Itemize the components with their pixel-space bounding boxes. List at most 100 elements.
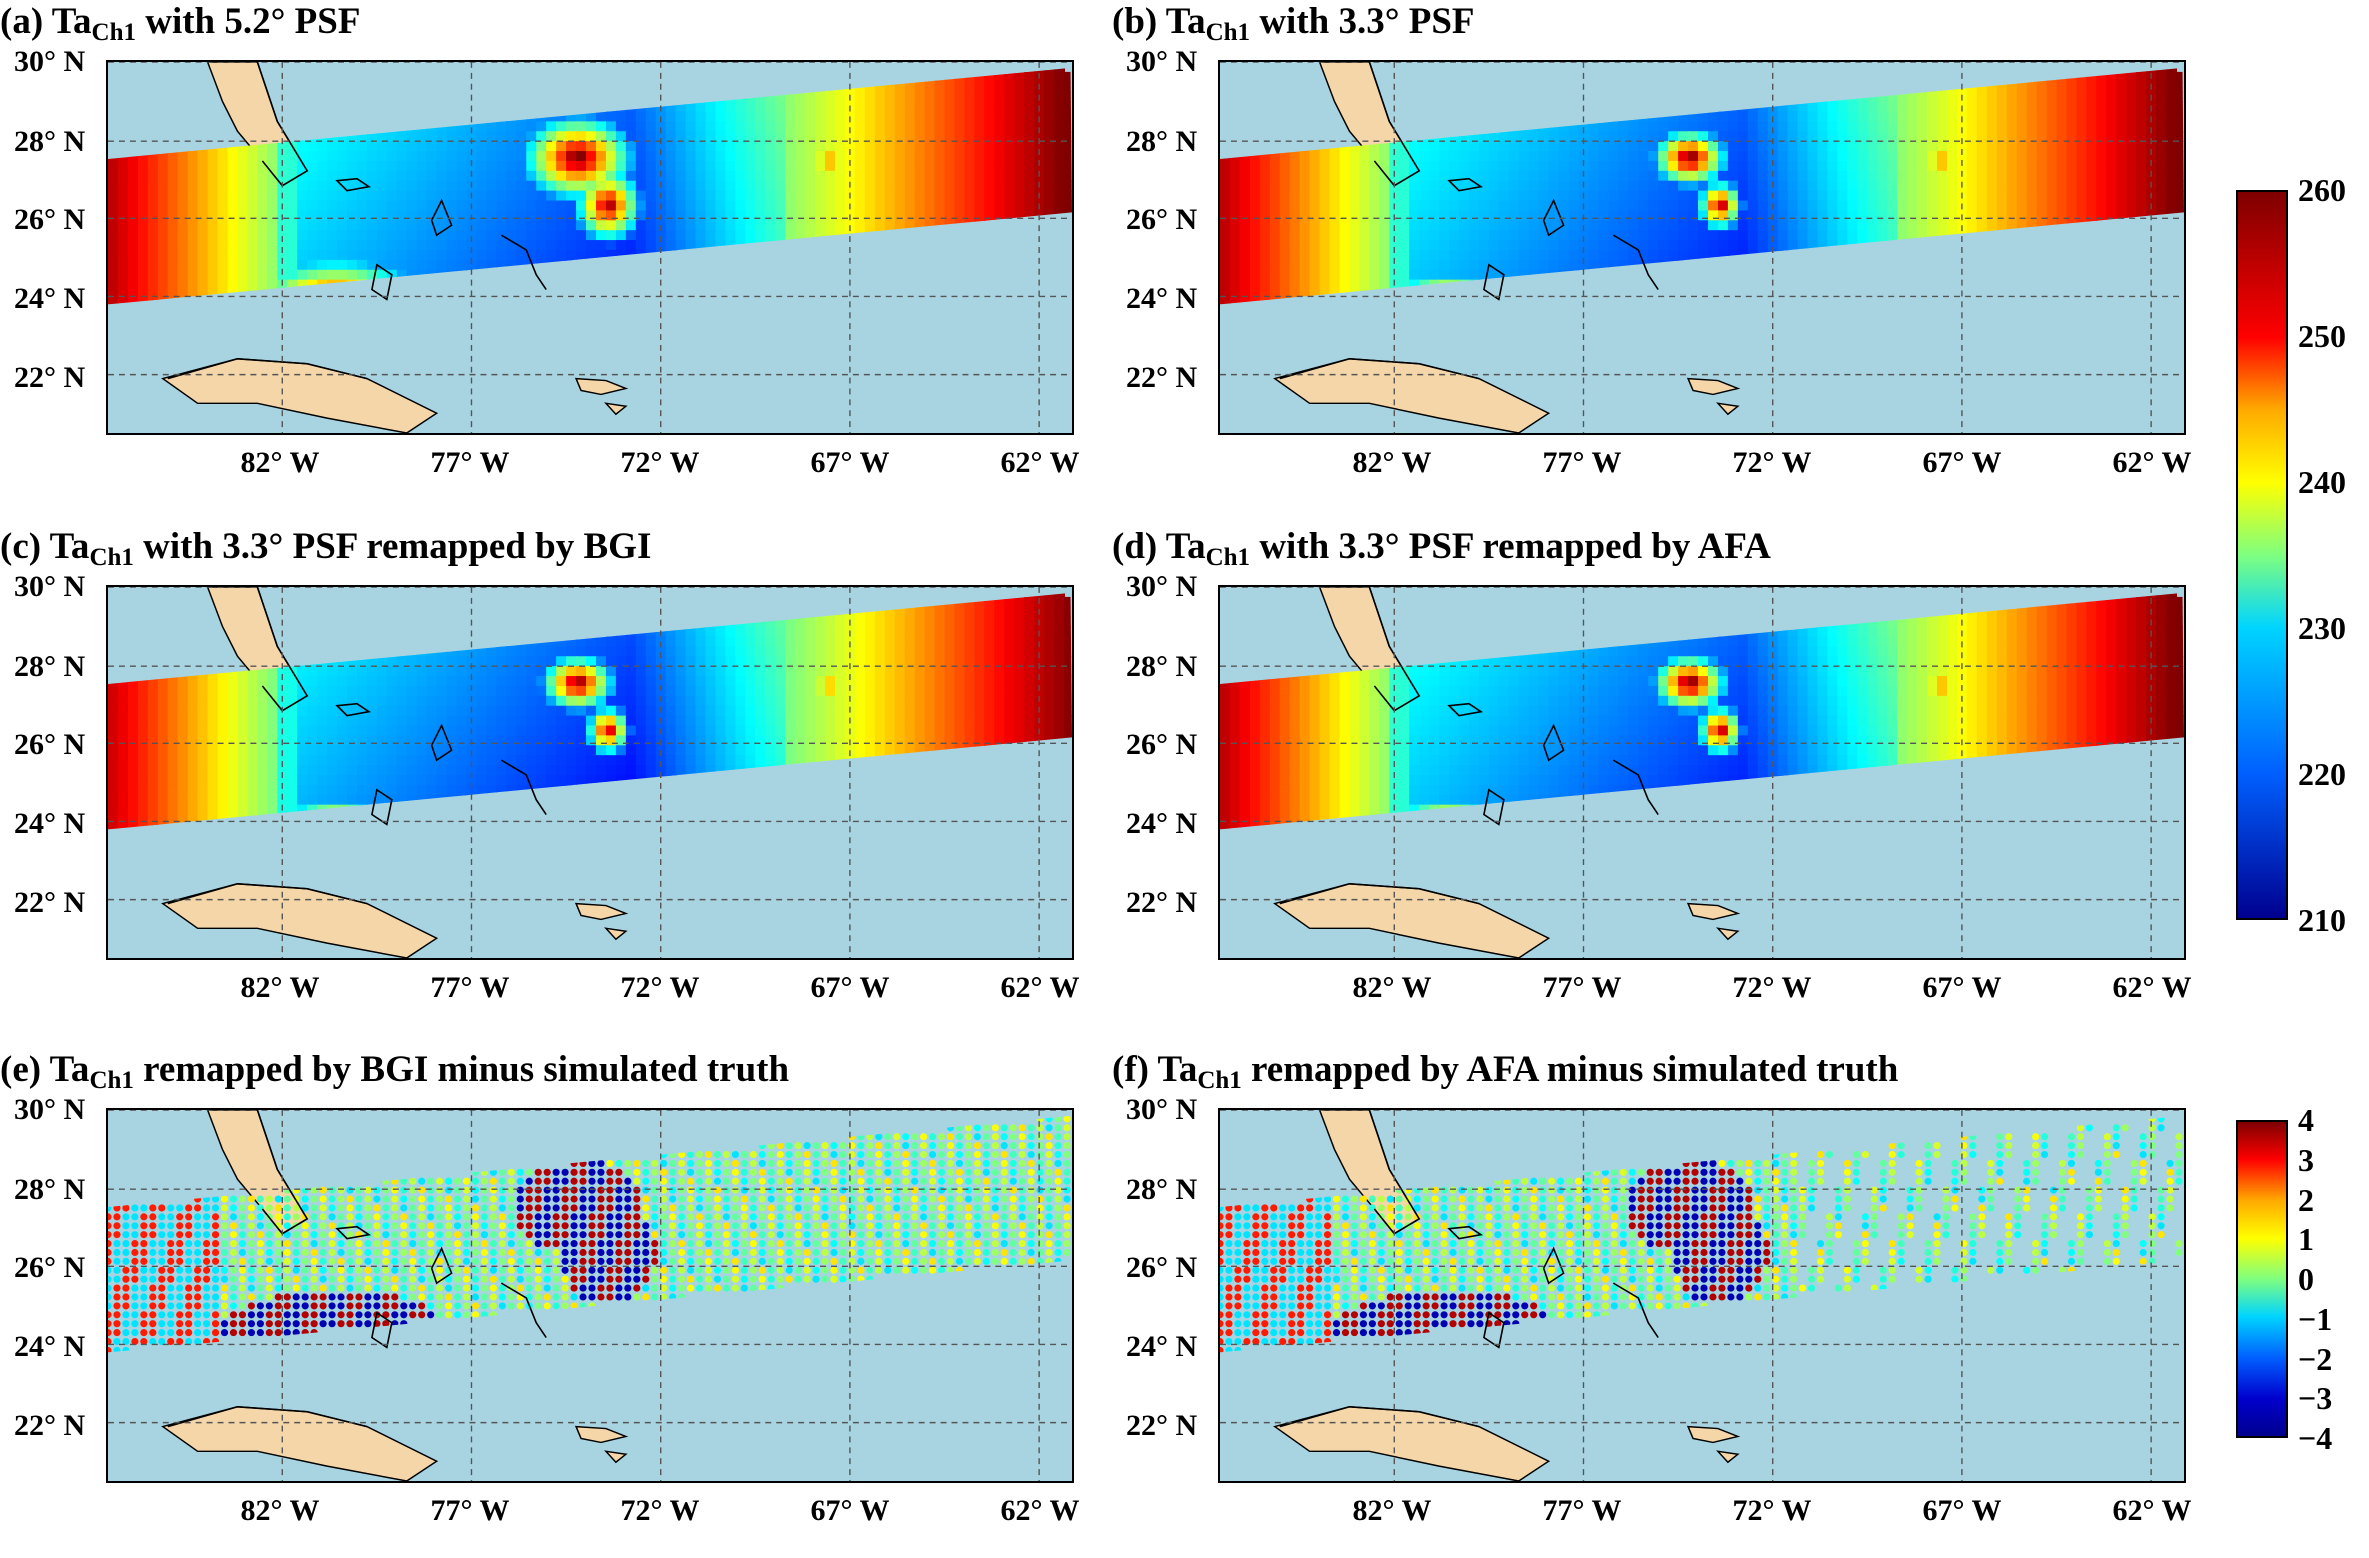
y-tick-label: 24° N (1126, 809, 1197, 839)
x-tick-label: 77° W (431, 973, 510, 1003)
colorbar-tick-label: 260 (2298, 174, 2346, 206)
panel-title-prefix: (a) Ta (0, 1, 92, 42)
map-plot (1218, 585, 2186, 960)
x-tick-label: 77° W (431, 448, 510, 478)
x-tick-label: 62° W (1001, 1496, 1080, 1526)
x-tick-label: 67° W (1923, 973, 2002, 1003)
colorbar-tick-label: −1 (2298, 1303, 2332, 1335)
y-tick-label: 28° N (1126, 652, 1197, 682)
x-tick-label: 82° W (241, 448, 320, 478)
colorbar-tick-label: −2 (2298, 1343, 2332, 1375)
y-tick-label: 22° N (14, 363, 85, 393)
x-tick-label: 67° W (1923, 448, 2002, 478)
panel-title: (e) TaCh1 remapped by BGI minus simulate… (0, 1048, 789, 1103)
x-tick-label: 77° W (1543, 973, 1622, 1003)
x-tick-label: 62° W (2113, 448, 2192, 478)
panel-title-subscript: Ch1 (1197, 1067, 1241, 1094)
x-tick-label: 72° W (621, 973, 700, 1003)
panel-title-prefix: (b) Ta (1112, 1, 1206, 42)
x-tick-label: 77° W (1543, 448, 1622, 478)
panel-title-suffix: with 5.2° PSF (136, 1, 360, 42)
x-tick-label: 62° W (2113, 1496, 2192, 1526)
panel-e: (e) TaCh1 remapped by BGI minus simulate… (0, 1048, 1110, 1558)
panel-f: (f) TaCh1 remapped by AFA minus simulate… (1112, 1048, 2222, 1558)
panel-title-suffix: remapped by AFA minus simulated truth (1242, 1049, 1899, 1090)
colorbar-tick-label: 240 (2298, 466, 2346, 498)
colorbar-tick-label: 230 (2298, 612, 2346, 644)
y-tick-label: 30° N (14, 572, 85, 602)
map-plot (106, 1108, 1074, 1483)
map-svg (108, 587, 1072, 958)
y-tick-label: 24° N (1126, 1332, 1197, 1362)
x-tick-label: 62° W (1001, 973, 1080, 1003)
map-svg (1220, 1110, 2184, 1481)
panel-title-prefix: (e) Ta (0, 1049, 89, 1090)
panel-title: (d) TaCh1 with 3.3° PSF remapped by AFA (1112, 525, 1771, 580)
x-tick-label: 62° W (1001, 448, 1080, 478)
x-tick-label: 77° W (1543, 1496, 1622, 1526)
panel-title-subscript: Ch1 (1206, 544, 1250, 571)
colorbar-tick-label: 250 (2298, 320, 2346, 352)
y-tick-label: 22° N (14, 888, 85, 918)
colorbar-tick-label: 3 (2298, 1144, 2314, 1176)
map-svg (1220, 587, 2184, 958)
panel-title-suffix: with 3.3° PSF remapped by BGI (134, 526, 651, 567)
y-tick-label: 24° N (14, 284, 85, 314)
x-tick-label: 82° W (1353, 973, 1432, 1003)
panel-title-subscript: Ch1 (89, 544, 133, 571)
y-tick-label: 30° N (1126, 572, 1197, 602)
map-plot (1218, 60, 2186, 435)
y-tick-label: 26° N (14, 730, 85, 760)
colorbar-tick-label: 1 (2298, 1223, 2314, 1255)
y-tick-label: 30° N (14, 1095, 85, 1125)
x-tick-label: 82° W (241, 1496, 320, 1526)
y-tick-label: 22° N (14, 1411, 85, 1441)
map-svg (108, 62, 1072, 433)
panel-title-suffix: with 3.3° PSF remapped by AFA (1250, 526, 1771, 567)
y-tick-label: 24° N (14, 1332, 85, 1362)
y-tick-label: 28° N (14, 652, 85, 682)
panel-title: (c) TaCh1 with 3.3° PSF remapped by BGI (0, 525, 651, 580)
map-svg (108, 1110, 1072, 1481)
x-tick-label: 72° W (1733, 1496, 1812, 1526)
colorbar-tick-label: 210 (2298, 904, 2346, 936)
panel-title-suffix: remapped by BGI minus simulated truth (134, 1049, 789, 1090)
y-tick-label: 28° N (14, 127, 85, 157)
colorbar-tick-label: 4 (2298, 1104, 2314, 1136)
map-svg (1220, 62, 2184, 433)
x-tick-label: 67° W (811, 973, 890, 1003)
map-plot (106, 585, 1074, 960)
y-tick-label: 26° N (1126, 205, 1197, 235)
panel-title-subscript: Ch1 (1206, 19, 1250, 46)
colorbar-tick-label: 0 (2298, 1263, 2314, 1295)
y-tick-label: 22° N (1126, 888, 1197, 918)
map-plot (106, 60, 1074, 435)
panel-title-suffix: with 3.3° PSF (1250, 1, 1474, 42)
x-tick-label: 77° W (431, 1496, 510, 1526)
x-tick-label: 72° W (1733, 448, 1812, 478)
x-tick-label: 72° W (621, 448, 700, 478)
colorbar-tick-label: −3 (2298, 1382, 2332, 1414)
y-tick-label: 30° N (1126, 1095, 1197, 1125)
x-tick-label: 82° W (1353, 448, 1432, 478)
panel-title-prefix: (d) Ta (1112, 526, 1206, 567)
x-tick-label: 67° W (1923, 1496, 2002, 1526)
panel-title-subscript: Ch1 (92, 19, 136, 46)
x-tick-label: 72° W (1733, 973, 1812, 1003)
x-tick-label: 82° W (241, 973, 320, 1003)
colorbar-tick-label: 2 (2298, 1184, 2314, 1216)
y-tick-label: 26° N (1126, 1253, 1197, 1283)
y-tick-label: 26° N (14, 205, 85, 235)
x-tick-label: 62° W (2113, 973, 2192, 1003)
y-tick-label: 28° N (1126, 127, 1197, 157)
y-tick-label: 24° N (1126, 284, 1197, 314)
x-tick-label: 72° W (621, 1496, 700, 1526)
x-tick-label: 67° W (811, 448, 890, 478)
y-tick-label: 28° N (1126, 1175, 1197, 1205)
